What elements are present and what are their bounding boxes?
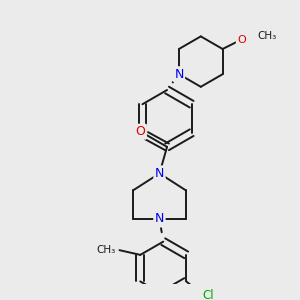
Text: CH₃: CH₃ <box>258 31 277 41</box>
Text: N: N <box>174 68 184 81</box>
Text: CH₃: CH₃ <box>97 245 116 255</box>
Text: O: O <box>237 34 246 44</box>
Text: O: O <box>136 125 146 138</box>
Text: Cl: Cl <box>202 289 214 300</box>
Text: N: N <box>155 167 164 180</box>
Text: N: N <box>155 212 164 225</box>
